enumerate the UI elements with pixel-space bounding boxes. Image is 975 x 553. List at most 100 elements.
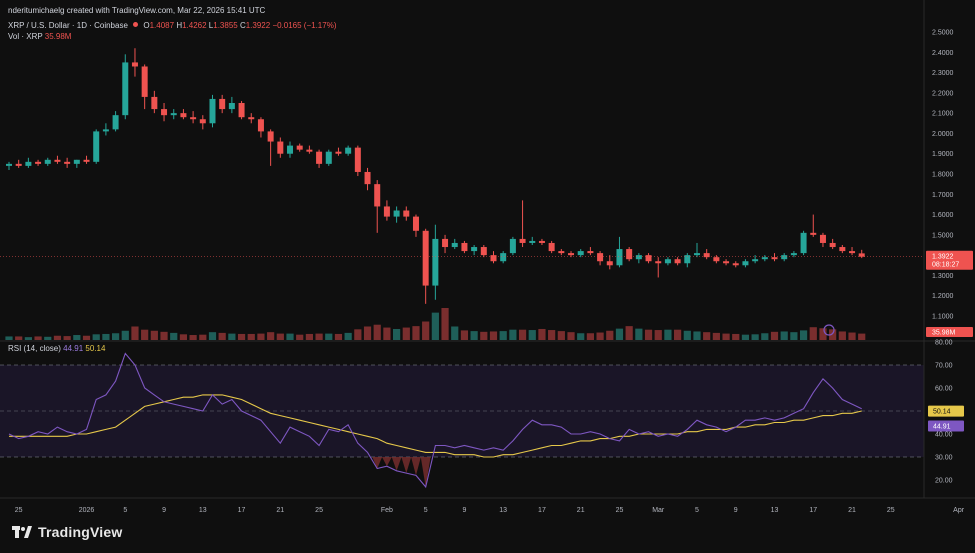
candle-body bbox=[800, 232, 807, 254]
candle-body bbox=[655, 261, 662, 264]
candle-body bbox=[509, 238, 516, 254]
volume-bar bbox=[528, 330, 536, 340]
time-tick-label: 2026 bbox=[79, 507, 95, 514]
candle-body bbox=[54, 159, 61, 162]
volume-bar bbox=[393, 328, 401, 340]
rsi-value: 44.91 bbox=[63, 344, 84, 353]
price-tick-label: 1.1000 bbox=[932, 314, 954, 321]
candle-body bbox=[858, 253, 865, 257]
candle-body bbox=[500, 253, 507, 262]
rsi-tick-label: 80.00 bbox=[935, 340, 953, 347]
volume-bar bbox=[693, 331, 701, 340]
volume-bar bbox=[799, 330, 808, 340]
price-tick-label: 1.3000 bbox=[932, 273, 954, 280]
volume-bar bbox=[741, 334, 750, 340]
volume-bar bbox=[373, 324, 381, 340]
volume-bar bbox=[790, 332, 798, 340]
volume-bar bbox=[780, 331, 788, 340]
candle-body bbox=[393, 210, 400, 217]
volume-bar bbox=[654, 330, 662, 340]
candle-body bbox=[64, 161, 71, 164]
volume-bar bbox=[208, 332, 217, 340]
volume-bar bbox=[237, 333, 246, 340]
candle-body bbox=[35, 161, 42, 164]
volume-bar bbox=[722, 333, 730, 340]
tradingview-logo[interactable]: TradingView bbox=[12, 524, 122, 540]
candle-body bbox=[219, 98, 226, 110]
candle-body bbox=[558, 251, 565, 254]
rsi-tick-label: 30.00 bbox=[935, 455, 953, 462]
rsi-label[interactable]: RSI (14, close) bbox=[8, 344, 61, 353]
low-label: L bbox=[208, 21, 214, 30]
candle-body bbox=[316, 151, 323, 164]
time-tick-label: 13 bbox=[199, 507, 207, 514]
candle-body bbox=[645, 255, 652, 262]
last-volume-tag bbox=[926, 327, 973, 337]
volume-bar bbox=[567, 332, 575, 340]
volume-bar bbox=[644, 329, 653, 340]
volume-bar bbox=[557, 331, 565, 340]
logo-text: TradingView bbox=[38, 524, 123, 540]
last-price-label: 1.3922 bbox=[932, 254, 954, 261]
volume-bar bbox=[305, 333, 313, 340]
rsi-tag-label: 44.91 bbox=[933, 424, 951, 431]
volume-bar bbox=[480, 331, 488, 340]
tradingview-logo-icon bbox=[12, 526, 32, 538]
candle-body bbox=[287, 145, 294, 154]
rsi-tick-label: 70.00 bbox=[935, 363, 953, 370]
volume-bar bbox=[257, 333, 265, 340]
volume-bar bbox=[63, 336, 71, 340]
rsi-tick-label: 20.00 bbox=[935, 478, 953, 485]
symbol-name[interactable]: XRP / U.S. Dollar · 1D · Coinbase bbox=[8, 21, 128, 30]
price-tick-label: 2.5000 bbox=[932, 30, 954, 37]
candle-body bbox=[403, 210, 410, 217]
time-tick-label: 5 bbox=[695, 507, 699, 514]
volume-bar bbox=[538, 328, 546, 340]
candle-body bbox=[131, 62, 138, 67]
volume-bar bbox=[334, 333, 343, 340]
candle-body bbox=[790, 253, 797, 256]
volume-label[interactable]: Vol · XRP bbox=[8, 32, 43, 41]
candle-body bbox=[170, 113, 177, 116]
volume-bar bbox=[548, 330, 556, 340]
volume-bar bbox=[179, 334, 188, 340]
candle-body bbox=[209, 98, 216, 124]
candle-body bbox=[190, 117, 197, 120]
rsi-ma-tag bbox=[928, 405, 964, 417]
candle-body bbox=[810, 232, 817, 235]
candle-body bbox=[73, 159, 80, 164]
time-tick-label: Apr bbox=[953, 507, 965, 514]
candle-body bbox=[354, 147, 361, 172]
candle-body bbox=[849, 251, 856, 254]
time-tick-label: 5 bbox=[123, 507, 127, 514]
candle-body bbox=[490, 255, 497, 262]
candle-body bbox=[606, 261, 613, 266]
volume-bar bbox=[683, 330, 691, 340]
candle-body bbox=[422, 230, 429, 286]
volume-bar bbox=[625, 326, 633, 340]
volume-bar bbox=[431, 312, 439, 340]
price-tick-label: 2.1000 bbox=[932, 111, 954, 118]
candle-body bbox=[519, 238, 526, 243]
rsi-tag bbox=[928, 420, 964, 432]
candle-body bbox=[635, 255, 642, 260]
volume-bar bbox=[92, 334, 100, 340]
price-tick-label: 2.4000 bbox=[932, 50, 954, 57]
candle-body bbox=[626, 249, 633, 260]
volume-bar bbox=[809, 327, 817, 340]
volume-bar bbox=[761, 333, 769, 340]
candle-body bbox=[587, 251, 594, 254]
volume-bar bbox=[451, 326, 459, 340]
volume-bar bbox=[44, 336, 52, 340]
close-label: C bbox=[239, 21, 246, 30]
time-tick-label: 17 bbox=[809, 507, 817, 514]
rsi-tick-label: 40.00 bbox=[935, 432, 953, 439]
candle-body bbox=[102, 129, 109, 132]
candle-body bbox=[374, 184, 381, 207]
volume-bar bbox=[751, 334, 759, 340]
candle-body bbox=[732, 263, 739, 266]
rsi-ma-line bbox=[9, 394, 862, 458]
time-tick-label: 13 bbox=[499, 507, 507, 514]
price-tick-label: 2.0000 bbox=[932, 131, 954, 138]
candle-body bbox=[568, 253, 575, 256]
